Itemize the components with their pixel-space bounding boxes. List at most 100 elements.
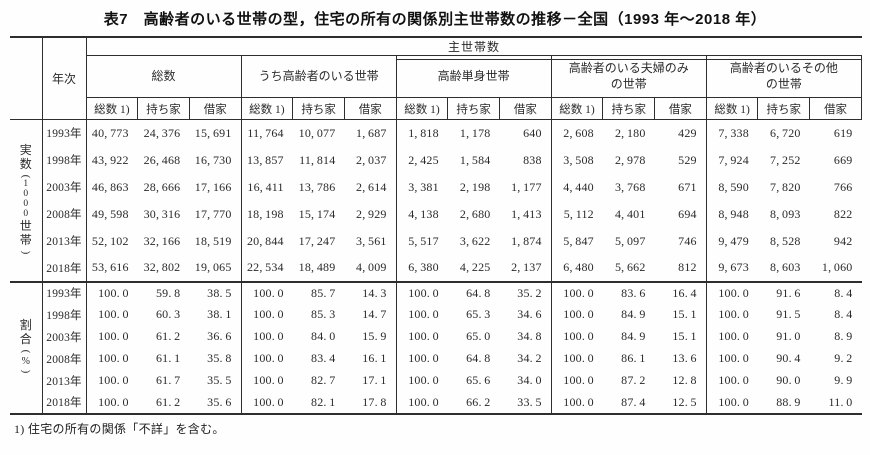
value-cell: 52, 102	[85, 227, 138, 255]
value-cell: 38. 5	[189, 280, 242, 304]
value-cell: 2, 037	[356, 152, 387, 167]
value-cell: 43, 922	[85, 146, 138, 174]
value-cell: 17, 247	[298, 233, 336, 248]
value-cell: 6, 720	[770, 125, 801, 140]
group-header-elderly-single: 高齢単身世帯	[395, 55, 553, 98]
value-cell: 35. 2	[499, 280, 552, 304]
value-cell: 30, 316	[143, 206, 181, 221]
value-cell: 15. 1	[672, 307, 697, 321]
value-cell: 100. 0	[705, 369, 758, 392]
value-cell: 942	[833, 233, 853, 248]
value-cell: 34. 2	[517, 351, 542, 365]
value-cell: 49, 598	[85, 200, 138, 228]
vertical-char: 1	[23, 179, 29, 190]
value-cell: 20, 844	[240, 227, 293, 255]
value-cell: 88. 9	[776, 394, 801, 409]
value-cell: 36. 6	[207, 329, 232, 343]
value-cell: 91. 5	[776, 307, 801, 321]
value-cell: 100. 0	[85, 280, 138, 304]
value-cell: 100. 0	[395, 369, 448, 392]
value-cell: 66. 2	[466, 394, 491, 409]
value-cell: 100. 0	[240, 369, 293, 392]
year-cell: 1993年	[41, 280, 87, 304]
value-cell: 766	[833, 179, 853, 194]
vertical-char: 帯	[19, 232, 32, 247]
value-cell: 32, 802	[143, 260, 181, 274]
value-cell: 46, 863	[85, 173, 138, 201]
value-cell: 1, 413	[511, 206, 542, 221]
value-cell: 100. 0	[550, 347, 603, 370]
table-row: 実数(1 0 0 0 世帯) 1993年 40, 773 24, 376 15, 691 11, …	[10, 119, 862, 254]
year-cell: 1998年	[41, 146, 87, 174]
value-cell: 15. 1	[672, 329, 697, 343]
year-column-header: 年次	[41, 37, 87, 120]
value-cell: 16, 411	[240, 173, 293, 201]
value-cell: 61. 1	[155, 351, 181, 365]
table-row: 2003年 100. 0 61. 2 36. 6 100. 0 84. 0 15. 9 100…	[10, 325, 862, 348]
value-cell: 100. 0	[240, 303, 293, 326]
value-cell: 59. 8	[137, 280, 190, 304]
year-cell: 2003年	[41, 173, 87, 201]
sub-header-cell: 借家	[499, 97, 552, 120]
value-cell: 100. 0	[705, 347, 758, 370]
vertical-char: 合	[19, 332, 32, 347]
value-cell: 100. 0	[85, 391, 138, 414]
value-cell: 17, 166	[194, 179, 232, 194]
group-header-row: 総数 うち高齢者のいる世帯 高齢単身世帯 高齢者のいる夫婦のみ の世帯 高齢者の…	[10, 55, 863, 98]
value-cell: 35. 6	[207, 394, 232, 409]
table-row: 2013年 100. 0 61. 7 35. 5 100. 0 82. 7 17. 1 100…	[10, 369, 862, 392]
value-cell: 83. 6	[602, 280, 655, 304]
value-cell: 15, 691	[194, 125, 232, 140]
vertical-char: 0	[23, 189, 29, 200]
value-cell: 82. 1	[311, 394, 336, 409]
value-cell: 12. 5	[672, 394, 697, 409]
section-label-text: 割合 (%)	[10, 319, 42, 375]
value-cell: 1, 687	[356, 125, 387, 140]
value-cell: 18, 519	[194, 233, 232, 248]
value-cell: 7, 252	[770, 152, 801, 167]
value-cell: 84. 9	[621, 329, 646, 343]
value-cell: 2, 608	[550, 119, 603, 147]
section-label: 実数(1 0 0 0 世帯)	[10, 120, 42, 282]
value-cell: 11, 764	[240, 119, 293, 147]
value-cell: 2, 929	[356, 206, 387, 221]
value-cell: 100. 0	[240, 280, 293, 304]
page-title: 表7 高齢者のいる世帯の型，住宅の所有の関係別主世帯数の推移－全国（1993 年…	[103, 11, 767, 28]
value-cell: 64. 8	[447, 280, 500, 304]
vertical-char: (	[20, 349, 33, 354]
value-cell: 5, 517	[395, 227, 448, 255]
value-cell: 100. 0	[705, 303, 758, 326]
value-cell: 2, 978	[614, 152, 646, 167]
value-cell: 61. 7	[155, 373, 181, 387]
value-cell: 671	[678, 179, 697, 194]
value-cell: 19, 065	[194, 260, 232, 274]
value-cell: 28, 666	[143, 179, 181, 194]
value-cell: 5, 662	[614, 260, 646, 274]
vertical-char: (	[20, 174, 33, 178]
value-cell: 12. 8	[672, 373, 697, 387]
sub-header-cell: 持ち家	[137, 97, 190, 120]
value-cell: 38. 1	[207, 307, 232, 321]
value-cell: 8. 9	[834, 329, 853, 343]
year-cell: 2003年	[41, 325, 87, 348]
value-cell: 619	[833, 125, 853, 140]
value-cell: 14. 7	[362, 307, 387, 321]
value-cell: 34. 0	[517, 373, 542, 387]
vertical-char: 割	[19, 318, 32, 333]
table-row: 1998年 100. 0 60. 3 38. 1 100. 0 85. 3 14. 7 100…	[10, 303, 862, 326]
value-cell: 17. 8	[362, 394, 387, 409]
value-cell: 33. 5	[517, 394, 542, 409]
value-cell: 17. 1	[362, 373, 387, 387]
value-cell: 9, 673	[705, 254, 758, 282]
value-cell: 100. 0	[705, 391, 758, 414]
year-cell: 2018年	[41, 391, 87, 414]
value-cell: 694	[678, 206, 697, 221]
value-cell: 84. 0	[311, 329, 336, 343]
section-label: 割合 (%)	[10, 280, 42, 414]
year-cell: 1993年	[41, 119, 87, 147]
value-cell: 100. 0	[395, 280, 448, 304]
year-cell: 2008年	[41, 347, 87, 370]
sub-header-cell: 借家	[809, 97, 862, 120]
sub-header-cell: 持ち家	[757, 97, 810, 120]
value-cell: 8. 4	[809, 280, 862, 304]
